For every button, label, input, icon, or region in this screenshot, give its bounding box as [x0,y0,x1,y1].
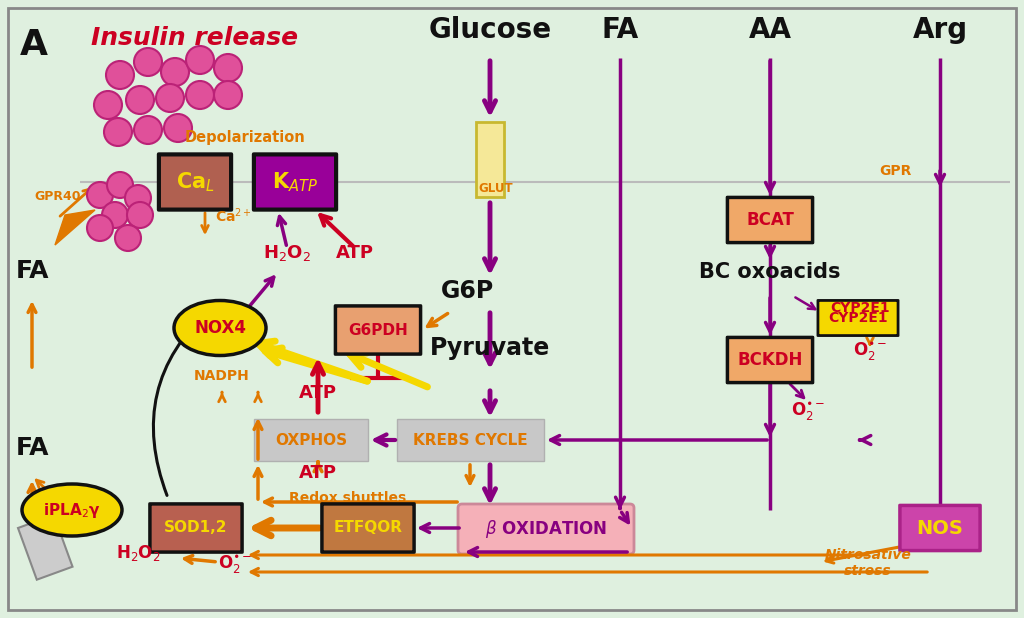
Circle shape [115,225,141,251]
Text: BCKDH: BCKDH [737,351,803,369]
FancyBboxPatch shape [727,197,813,243]
Text: CYP2E1: CYP2E1 [830,301,890,315]
FancyBboxPatch shape [900,506,980,551]
Text: ATP: ATP [299,464,337,482]
FancyBboxPatch shape [254,154,336,210]
Text: CYP2E1: CYP2E1 [828,311,888,325]
Text: NOX4: NOX4 [194,319,246,337]
FancyBboxPatch shape [458,504,634,554]
Text: Ca$_L$: Ca$_L$ [175,170,214,194]
Polygon shape [55,210,95,245]
FancyBboxPatch shape [159,154,231,210]
Circle shape [125,185,151,211]
Circle shape [164,114,193,142]
Text: BCAT: BCAT [746,211,794,229]
Text: NADPH: NADPH [195,369,250,383]
Text: NOS: NOS [916,519,964,538]
Circle shape [87,215,113,241]
Circle shape [186,81,214,109]
Circle shape [106,61,134,89]
Text: FA: FA [601,16,639,44]
Text: GPR40: GPR40 [35,190,81,203]
Text: O$_2^{\bullet-}$: O$_2^{\bullet-}$ [853,340,887,362]
Text: FA: FA [15,259,49,283]
FancyBboxPatch shape [818,300,898,336]
FancyBboxPatch shape [254,419,368,461]
Circle shape [127,202,153,228]
Bar [18,515,73,580]
Text: O$_2^{\bullet-}$: O$_2^{\bullet-}$ [791,400,825,422]
Text: $\beta$ OXIDATION: $\beta$ OXIDATION [484,518,607,540]
Text: ETFQOR: ETFQOR [334,520,402,536]
Circle shape [126,86,154,114]
Circle shape [87,182,113,208]
Text: ATP: ATP [336,244,374,262]
Text: iPLA$_2$γ: iPLA$_2$γ [43,501,100,520]
Text: FA: FA [15,436,49,460]
Text: G6PDH: G6PDH [348,323,408,337]
Text: Depolarization: Depolarization [184,130,305,145]
Text: GLUT: GLUT [478,182,513,195]
Circle shape [161,58,189,86]
FancyBboxPatch shape [322,504,414,552]
Circle shape [134,48,162,76]
Circle shape [186,46,214,74]
Text: O$_2^{\bullet-}$: O$_2^{\bullet-}$ [218,553,252,575]
Text: KREBS CYCLE: KREBS CYCLE [413,433,527,447]
Text: GPR: GPR [879,164,911,178]
FancyBboxPatch shape [150,504,242,552]
FancyBboxPatch shape [727,337,813,383]
Text: Glucose: Glucose [428,16,552,44]
Text: Pyruvate: Pyruvate [430,336,550,360]
Circle shape [94,91,122,119]
Text: H$_2$O$_2$: H$_2$O$_2$ [116,543,161,563]
Ellipse shape [22,484,122,536]
Text: Redox shuttles: Redox shuttles [290,491,407,505]
Text: Ca$^{2+}$: Ca$^{2+}$ [215,206,252,225]
Text: BC oxoacids: BC oxoacids [699,262,841,282]
Circle shape [134,116,162,144]
Text: ATP: ATP [299,384,337,402]
Bar [476,122,504,197]
Text: OXPHOS: OXPHOS [274,433,347,447]
Circle shape [214,81,242,109]
Text: K$_{ATP}$: K$_{ATP}$ [272,170,318,194]
Ellipse shape [174,300,266,355]
Text: H$_2$O$_2$: H$_2$O$_2$ [263,243,311,263]
Circle shape [106,172,133,198]
Text: G6P: G6P [441,279,495,303]
Circle shape [214,54,242,82]
Text: SOD1,2: SOD1,2 [164,520,227,536]
Circle shape [156,84,184,112]
Circle shape [102,202,128,228]
Text: AA: AA [749,16,792,44]
Text: A: A [20,28,48,62]
Text: Insulin release: Insulin release [91,26,299,50]
FancyBboxPatch shape [336,306,421,354]
Text: Nitrosative
stress: Nitrosative stress [824,548,911,578]
FancyBboxPatch shape [397,419,544,461]
Circle shape [104,118,132,146]
Text: Arg: Arg [912,16,968,44]
